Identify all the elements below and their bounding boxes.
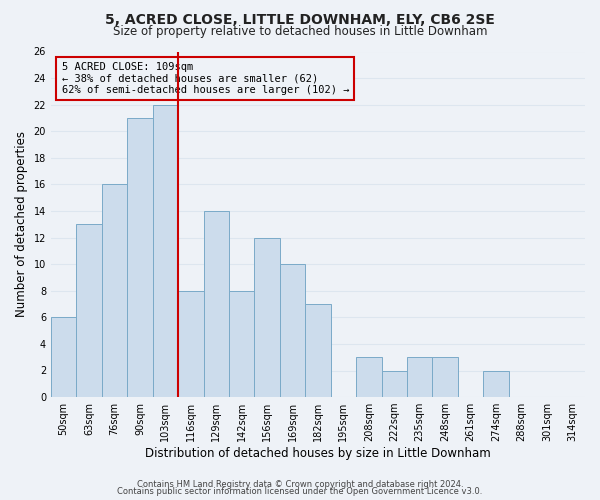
Bar	[407, 357, 433, 397]
Y-axis label: Number of detached properties: Number of detached properties	[15, 132, 28, 318]
Text: 5 ACRED CLOSE: 109sqm
← 38% of detached houses are smaller (62)
62% of semi-deta: 5 ACRED CLOSE: 109sqm ← 38% of detached …	[62, 62, 349, 95]
Bar	[483, 370, 509, 397]
Text: Contains public sector information licensed under the Open Government Licence v3: Contains public sector information licen…	[118, 488, 482, 496]
Bar	[127, 118, 152, 397]
Bar	[203, 211, 229, 397]
X-axis label: Distribution of detached houses by size in Little Downham: Distribution of detached houses by size …	[145, 447, 491, 460]
Text: Size of property relative to detached houses in Little Downham: Size of property relative to detached ho…	[113, 25, 487, 38]
Bar	[102, 184, 127, 397]
Bar	[305, 304, 331, 397]
Bar	[254, 238, 280, 397]
Text: 5, ACRED CLOSE, LITTLE DOWNHAM, ELY, CB6 2SE: 5, ACRED CLOSE, LITTLE DOWNHAM, ELY, CB6…	[105, 12, 495, 26]
Text: Contains HM Land Registry data © Crown copyright and database right 2024.: Contains HM Land Registry data © Crown c…	[137, 480, 463, 489]
Bar	[382, 370, 407, 397]
Bar	[229, 291, 254, 397]
Bar	[76, 224, 102, 397]
Bar	[280, 264, 305, 397]
Bar	[178, 291, 203, 397]
Bar	[51, 318, 76, 397]
Bar	[356, 357, 382, 397]
Bar	[433, 357, 458, 397]
Bar	[152, 104, 178, 397]
